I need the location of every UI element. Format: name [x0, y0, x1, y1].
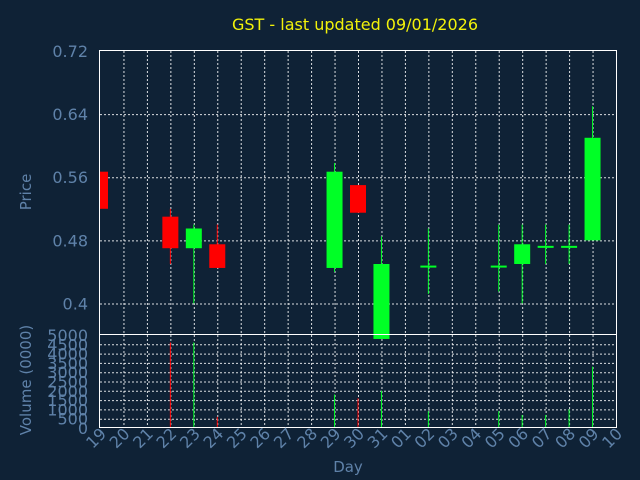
candle-23	[185, 224, 202, 304]
candle-body	[490, 265, 507, 268]
candle-body	[561, 245, 578, 248]
candle-30	[350, 185, 366, 213]
candle-05	[490, 224, 507, 292]
price-tick-label: 0.48	[52, 231, 88, 250]
x-axis-label: Day	[333, 458, 363, 476]
candle-06	[514, 224, 531, 304]
volume-tick-label: 2000	[47, 382, 88, 401]
volume-axis-label: Volume (0000)	[17, 325, 35, 435]
price-y-ticks: 0.4 0.48 0.56 0.64 0.72	[52, 42, 88, 313]
price-tick-label: 0.64	[52, 105, 88, 124]
candle-07	[537, 224, 554, 264]
volume-tick-label: 5000	[47, 326, 88, 345]
candle-body	[420, 265, 437, 268]
candle-body	[100, 171, 108, 209]
candle-body	[537, 245, 554, 248]
volume-tick-label: 2500	[47, 373, 88, 392]
candle-body	[373, 264, 390, 339]
candle-body	[350, 185, 366, 213]
price-tick-label: 0.4	[63, 294, 88, 313]
candle-24	[209, 224, 226, 268]
price-tick-label: 0.72	[52, 42, 88, 61]
volume-tick-label: 4000	[47, 345, 88, 364]
candle-body	[326, 171, 343, 268]
candle-body	[185, 228, 202, 249]
price-axis-label: Price	[17, 174, 35, 211]
x-tick-label: 10	[598, 424, 626, 452]
volume-tick-label: 3500	[47, 354, 88, 373]
volume-tick-label: 0	[78, 419, 88, 438]
volume-tick-label: 1500	[47, 391, 88, 410]
volume-tick-label: 3000	[47, 363, 88, 382]
chart-title: GST - last updated 09/01/2026	[232, 15, 478, 34]
candle-31	[373, 236, 390, 339]
candle-body	[209, 244, 226, 268]
candle-29	[326, 163, 343, 272]
candle-22	[162, 208, 179, 264]
candle-19	[99, 171, 108, 209]
candle-body	[514, 244, 531, 264]
volume-panel-frame	[99, 334, 617, 428]
candle-body	[584, 137, 601, 241]
volume-tick-label: 4500	[47, 335, 88, 354]
candles	[99, 106, 601, 339]
price-tick-label: 0.56	[52, 168, 88, 187]
candle-02	[420, 228, 437, 294]
volume-bars	[169, 342, 594, 428]
candle-body	[162, 216, 179, 249]
volume-tick-label: 1000	[47, 400, 88, 419]
x-tick-labels: 1920212223242526272829303101020304050607…	[82, 424, 626, 452]
candle-08	[561, 224, 578, 264]
volume-tick-label: 500	[57, 410, 88, 429]
candle-09	[584, 106, 601, 241]
